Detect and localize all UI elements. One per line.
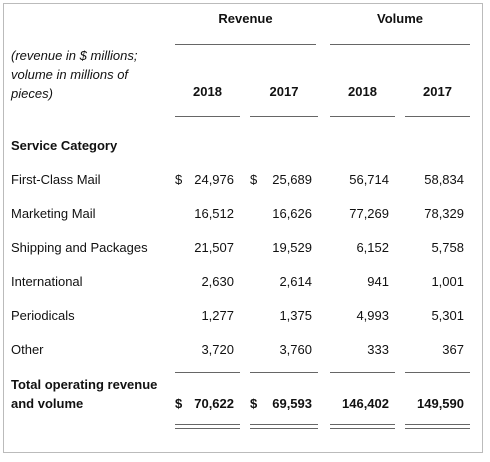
row-label: International bbox=[11, 274, 83, 289]
year-header: 2017 bbox=[269, 84, 299, 99]
cell-value: 77,269 bbox=[349, 206, 389, 221]
cell-value: 3,720 bbox=[201, 342, 234, 357]
cell-value: 1,277 bbox=[201, 308, 234, 323]
subtotal-rule bbox=[175, 372, 240, 373]
cell-value: 19,529 bbox=[272, 240, 312, 255]
units-note: pieces) bbox=[11, 86, 53, 101]
total-rule bbox=[175, 424, 240, 425]
total-rule bbox=[175, 428, 240, 429]
year-header: 2018 bbox=[193, 84, 222, 99]
total-rule bbox=[250, 424, 318, 425]
group-header: Volume bbox=[377, 11, 423, 26]
total-label: and volume bbox=[11, 396, 84, 411]
total-label: Total operating revenue bbox=[11, 377, 158, 392]
currency-symbol: $ bbox=[250, 396, 258, 411]
header-rule bbox=[175, 116, 240, 117]
cell-value: 58,834 bbox=[424, 172, 464, 187]
cell-value: 1,375 bbox=[279, 308, 312, 323]
cell-value: 16,626 bbox=[272, 206, 312, 221]
header-rule bbox=[330, 116, 395, 117]
cell-value: 6,152 bbox=[356, 240, 389, 255]
year-header: 2018 bbox=[348, 84, 377, 99]
cell-value: 16,512 bbox=[194, 206, 234, 221]
row-label: Marketing Mail bbox=[11, 206, 96, 221]
row-label: Periodicals bbox=[11, 308, 75, 323]
row-label: Other bbox=[11, 342, 44, 357]
cell-value: 5,758 bbox=[431, 240, 464, 255]
year-header: 2017 bbox=[423, 84, 452, 99]
cell-value: 149,590 bbox=[417, 396, 464, 411]
cell-value: 25,689 bbox=[272, 172, 312, 187]
units-note: (revenue in $ millions; bbox=[11, 48, 138, 63]
total-rule bbox=[330, 424, 395, 425]
header-rule bbox=[250, 116, 318, 117]
cell-value: 24,976 bbox=[194, 172, 234, 187]
table-frame bbox=[3, 3, 483, 453]
total-rule bbox=[405, 424, 470, 425]
total-rule bbox=[250, 428, 318, 429]
cell-value: 78,329 bbox=[424, 206, 464, 221]
currency-symbol: $ bbox=[250, 172, 258, 187]
cell-value: 1,001 bbox=[431, 274, 464, 289]
header-rule bbox=[405, 116, 470, 117]
cell-value: 4,993 bbox=[356, 308, 389, 323]
currency-symbol: $ bbox=[175, 396, 183, 411]
group-rule bbox=[175, 44, 316, 45]
subtotal-rule bbox=[250, 372, 318, 373]
subtotal-rule bbox=[330, 372, 395, 373]
units-note: volume in millions of bbox=[11, 67, 129, 82]
cell-value: 367 bbox=[442, 342, 464, 357]
cell-value: 21,507 bbox=[194, 240, 234, 255]
row-label: Shipping and Packages bbox=[11, 240, 148, 255]
cell-value: 2,630 bbox=[201, 274, 234, 289]
total-rule bbox=[330, 428, 395, 429]
total-rule bbox=[405, 428, 470, 429]
group-rule bbox=[330, 44, 470, 45]
currency-symbol: $ bbox=[175, 172, 183, 187]
row-label: First-Class Mail bbox=[11, 172, 101, 187]
group-header: Revenue bbox=[218, 11, 273, 26]
cell-value: 333 bbox=[367, 342, 389, 357]
cell-value: 69,593 bbox=[272, 396, 312, 411]
cell-value: 3,760 bbox=[279, 342, 312, 357]
cell-value: 941 bbox=[367, 274, 389, 289]
section-header: Service Category bbox=[11, 138, 118, 153]
cell-value: 70,622 bbox=[194, 396, 234, 411]
cell-value: 146,402 bbox=[342, 396, 389, 411]
cell-value: 5,301 bbox=[431, 308, 464, 323]
subtotal-rule bbox=[405, 372, 470, 373]
cell-value: 56,714 bbox=[349, 172, 389, 187]
cell-value: 2,614 bbox=[279, 274, 312, 289]
